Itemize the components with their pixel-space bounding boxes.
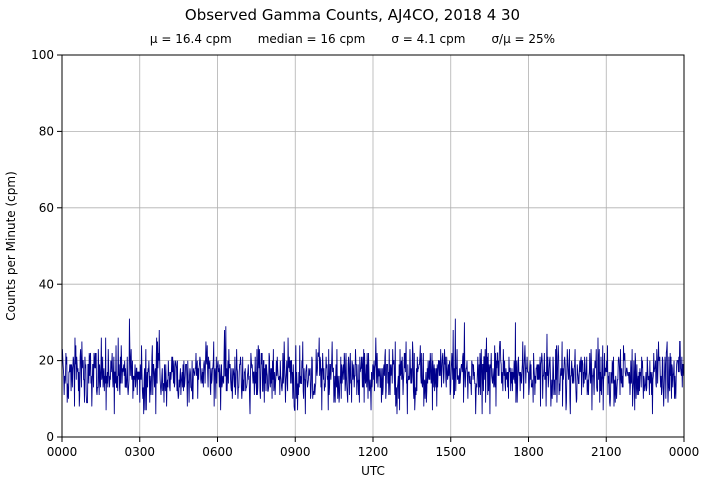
x-tick-label: 1800 [513,445,544,459]
data-line [61,318,685,415]
y-tick-label: 0 [46,430,54,444]
x-axis-label: UTC [361,464,385,478]
x-tick-label: 0600 [202,445,233,459]
y-tick-label: 40 [39,277,54,291]
x-tick-label: 2100 [591,445,622,459]
y-axis-label: Counts per Minute (cpm) [4,171,18,321]
stat-sigma-over-mu: σ/μ = 25% [491,32,556,46]
tick-labels: 0 20 40 60 80 100 0000 0300 0600 0900 1200 1500 1800… [31,48,699,459]
x-tick-label: 0000 [669,445,700,459]
x-tick-label: 1200 [358,445,389,459]
y-tick-label: 100 [31,48,54,62]
x-tick-label: 0300 [124,445,155,459]
stat-median: median = 16 cpm [257,32,366,46]
y-tick-label: 60 [39,201,54,215]
x-tick-label: 0000 [47,445,78,459]
chart-subtitle: μ = 16.4 cpm median = 16 cpm σ = 4.1 cpm… [0,32,705,46]
y-tick-label: 80 [39,124,54,138]
chart-title: Observed Gamma Counts, AJ4CO, 2018 4 30 [184,6,521,24]
stat-sigma: σ = 4.1 cpm [391,32,466,46]
stat-mean: μ = 16.4 cpm [149,32,232,46]
x-tick-label: 0900 [280,445,311,459]
x-tick-label: 1500 [435,445,466,459]
y-tick-label: 20 [39,354,54,368]
tick-marks [57,54,685,442]
